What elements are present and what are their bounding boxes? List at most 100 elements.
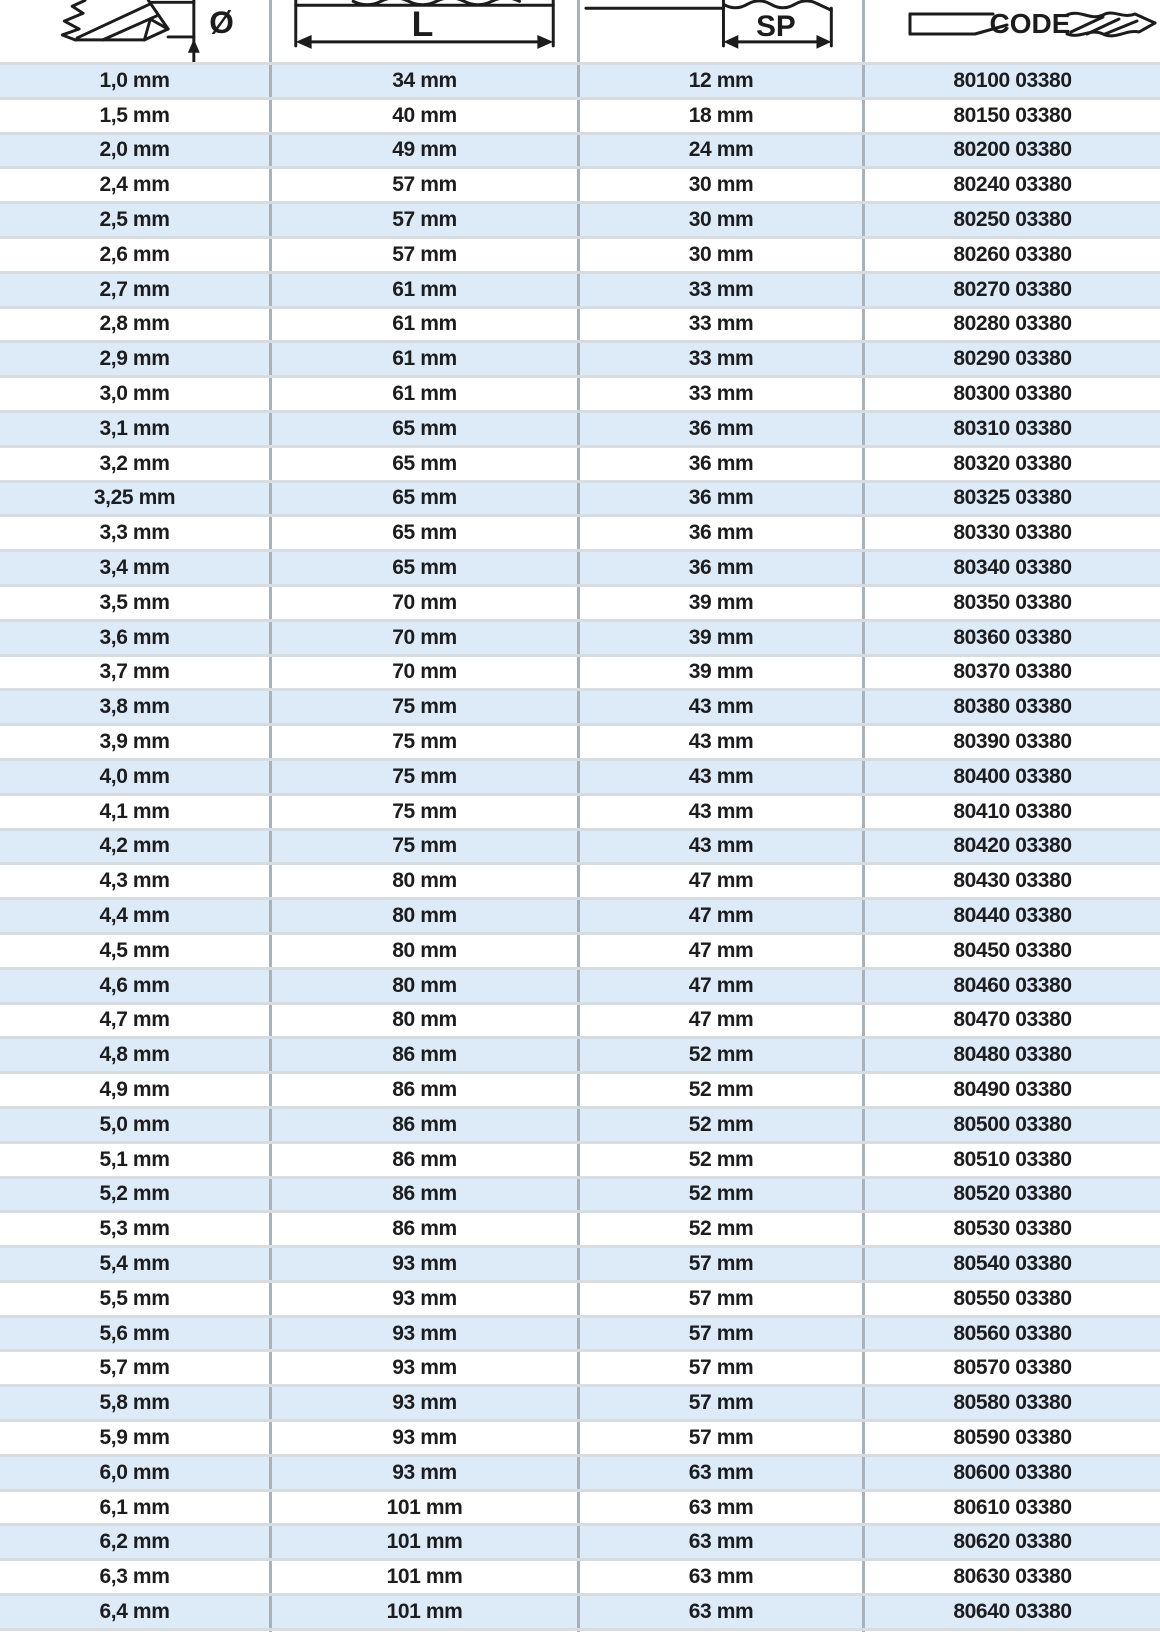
header-flute-length: SP	[580, 0, 865, 62]
flute-length-cell: 52 mm	[580, 1039, 865, 1072]
total-length-cell: 65 mm	[272, 412, 580, 445]
header-total-length: L	[272, 0, 580, 62]
total-length-cell: 40 mm	[272, 99, 580, 132]
table-row: 1,5 mm 40 mm 18 mm 80150 03380	[0, 96, 1160, 132]
flute-length-cell: 57 mm	[580, 1387, 865, 1420]
code-label: CODE	[990, 8, 1071, 39]
code-cell: 80580 03380	[953, 1391, 1072, 1415]
flute-length-cell: 30 mm	[580, 238, 865, 271]
diameter-cell: 4,1 mm	[0, 795, 272, 828]
total-length-cell: 93 mm	[272, 1248, 580, 1280]
header-code: CODE	[865, 0, 1160, 62]
total-length-cell: 101 mm	[272, 1526, 580, 1559]
code-cell: 80330 03380	[953, 521, 1072, 545]
diameter-cell: 4,4 mm	[0, 900, 272, 932]
diameter-cell: 4,3 mm	[0, 865, 272, 898]
flute-length-cell: 36 mm	[580, 482, 865, 515]
flute-length-cell: 52 mm	[580, 1143, 865, 1176]
code-cell: 80500 03380	[953, 1112, 1072, 1136]
diameter-cell: 1,5 mm	[0, 99, 272, 132]
diameter-cell: 6,1 mm	[0, 1491, 272, 1524]
code-cell: 80440 03380	[953, 904, 1072, 928]
table-row: 4,3 mm 80 mm 47 mm 80430 03380	[0, 862, 1160, 898]
diameter-cell: 2,9 mm	[0, 343, 272, 376]
total-length-cell: 80 mm	[272, 900, 580, 932]
code-cell: 80470 03380	[953, 1008, 1072, 1032]
table-row: 6,4 mm 101 mm 63 mm 80640 03380	[0, 1593, 1160, 1628]
flute-length-cell: 36 mm	[580, 447, 865, 480]
table-row: 4,0 mm 75 mm 43 mm 80400 03380	[0, 757, 1160, 793]
code-cell: 80600 03380	[953, 1460, 1072, 1484]
table-row: 3,7 mm 70 mm 39 mm 80370 03380	[0, 653, 1160, 689]
diameter-cell: 6,0 mm	[0, 1456, 272, 1489]
table-row: 4,4 mm 80 mm 47 mm 80440 03380	[0, 897, 1160, 932]
table-row: 3,0 mm 61 mm 33 mm 80300 03380	[0, 375, 1160, 410]
table-row: 3,1 mm 65 mm 36 mm 80310 03380	[0, 409, 1160, 445]
code-cell: 80300 03380	[953, 382, 1072, 406]
code-cell: 80550 03380	[953, 1286, 1072, 1310]
table-row: 2,6 mm 57 mm 30 mm 80260 03380	[0, 235, 1160, 271]
code-cell: 80560 03380	[953, 1321, 1072, 1345]
total-length-cell: 80 mm	[272, 969, 580, 1002]
table-row: 3,2 mm 65 mm 36 mm 80320 03380	[0, 444, 1160, 480]
diameter-cell: 5,0 mm	[0, 1108, 272, 1141]
table-row: 6,0 mm 93 mm 63 mm 80600 03380	[0, 1453, 1160, 1489]
table-row: 5,3 mm 86 mm 52 mm 80530 03380	[0, 1210, 1160, 1246]
diameter-cell: 4,2 mm	[0, 830, 272, 863]
diameter-cell: 2,0 mm	[0, 134, 272, 167]
table-row: 3,6 mm 70 mm 39 mm 80360 03380	[0, 618, 1160, 654]
flute-length-cell: 43 mm	[580, 726, 865, 758]
table-row: 6,2 mm 101 mm 63 mm 80620 03380	[0, 1523, 1160, 1559]
flute-length-cell: 52 mm	[580, 1108, 865, 1141]
code-cell: 80380 03380	[953, 695, 1072, 719]
code-cell: 80250 03380	[953, 208, 1072, 232]
code-cell: 80260 03380	[953, 242, 1072, 266]
code-cell: 80325 03380	[953, 486, 1072, 510]
flute-length-cell: 57 mm	[580, 1248, 865, 1280]
code-cell: 80630 03380	[953, 1565, 1072, 1589]
diameter-cell: 5,4 mm	[0, 1248, 272, 1280]
total-length-symbol: L	[412, 4, 434, 44]
flute-length-cell	[580, 1630, 865, 1632]
flute-length-cell: 43 mm	[580, 795, 865, 828]
flute-length-cell: 63 mm	[580, 1491, 865, 1524]
code-cell: 80530 03380	[953, 1217, 1072, 1241]
flute-length-cell: 30 mm	[580, 169, 865, 202]
total-length-cell: 75 mm	[272, 691, 580, 724]
table-row: 5,6 mm 93 mm 57 mm 80560 03380	[0, 1314, 1160, 1350]
flute-length-cell: 36 mm	[580, 412, 865, 445]
table-row: 3,9 mm 75 mm 43 mm 80390 03380	[0, 723, 1160, 758]
code-cell: 80340 03380	[953, 556, 1072, 580]
flute-length-cell: 52 mm	[580, 1074, 865, 1106]
diameter-cell: 6,2 mm	[0, 1526, 272, 1559]
table-row: 3,5 mm 70 mm 39 mm 80350 03380	[0, 583, 1160, 619]
total-length-cell: 61 mm	[272, 378, 580, 410]
diameter-cell: 3,5 mm	[0, 586, 272, 619]
diameter-cell: 3,7 mm	[0, 656, 272, 689]
diameter-cell: 4,8 mm	[0, 1039, 272, 1072]
diameter-cell: 4,6 mm	[0, 969, 272, 1002]
diameter-cell: 2,5 mm	[0, 204, 272, 236]
drill-total-length-icon: L	[294, 0, 555, 49]
code-cell: 80290 03380	[953, 347, 1072, 371]
code-cell: 80410 03380	[953, 799, 1072, 823]
table-row: 2,8 mm 61 mm 33 mm 80280 03380	[0, 305, 1160, 341]
total-length-cell: 61 mm	[272, 343, 580, 376]
flute-length-cell: 63 mm	[580, 1561, 865, 1594]
diameter-cell: 5,7 mm	[0, 1352, 272, 1385]
diameter-cell: 2,4 mm	[0, 169, 272, 202]
header-diameter: Ø	[0, 0, 272, 62]
flute-length-cell: 24 mm	[580, 134, 865, 167]
table-row: 5,5 mm 93 mm 57 mm 80550 03380	[0, 1279, 1160, 1315]
code-cell: 80360 03380	[953, 625, 1072, 649]
table-row: 6,1 mm 101 mm 63 mm 80610 03380	[0, 1488, 1160, 1524]
total-length-cell: 80 mm	[272, 934, 580, 967]
code-cell: 80460 03380	[953, 973, 1072, 997]
diameter-cell: 5,5 mm	[0, 1282, 272, 1315]
code-cell: 80510 03380	[953, 1147, 1072, 1171]
total-length-cell: 61 mm	[272, 308, 580, 341]
flute-length-cell: 43 mm	[580, 691, 865, 724]
total-length-cell: 86 mm	[272, 1213, 580, 1246]
diameter-cell: 5,1 mm	[0, 1143, 272, 1176]
